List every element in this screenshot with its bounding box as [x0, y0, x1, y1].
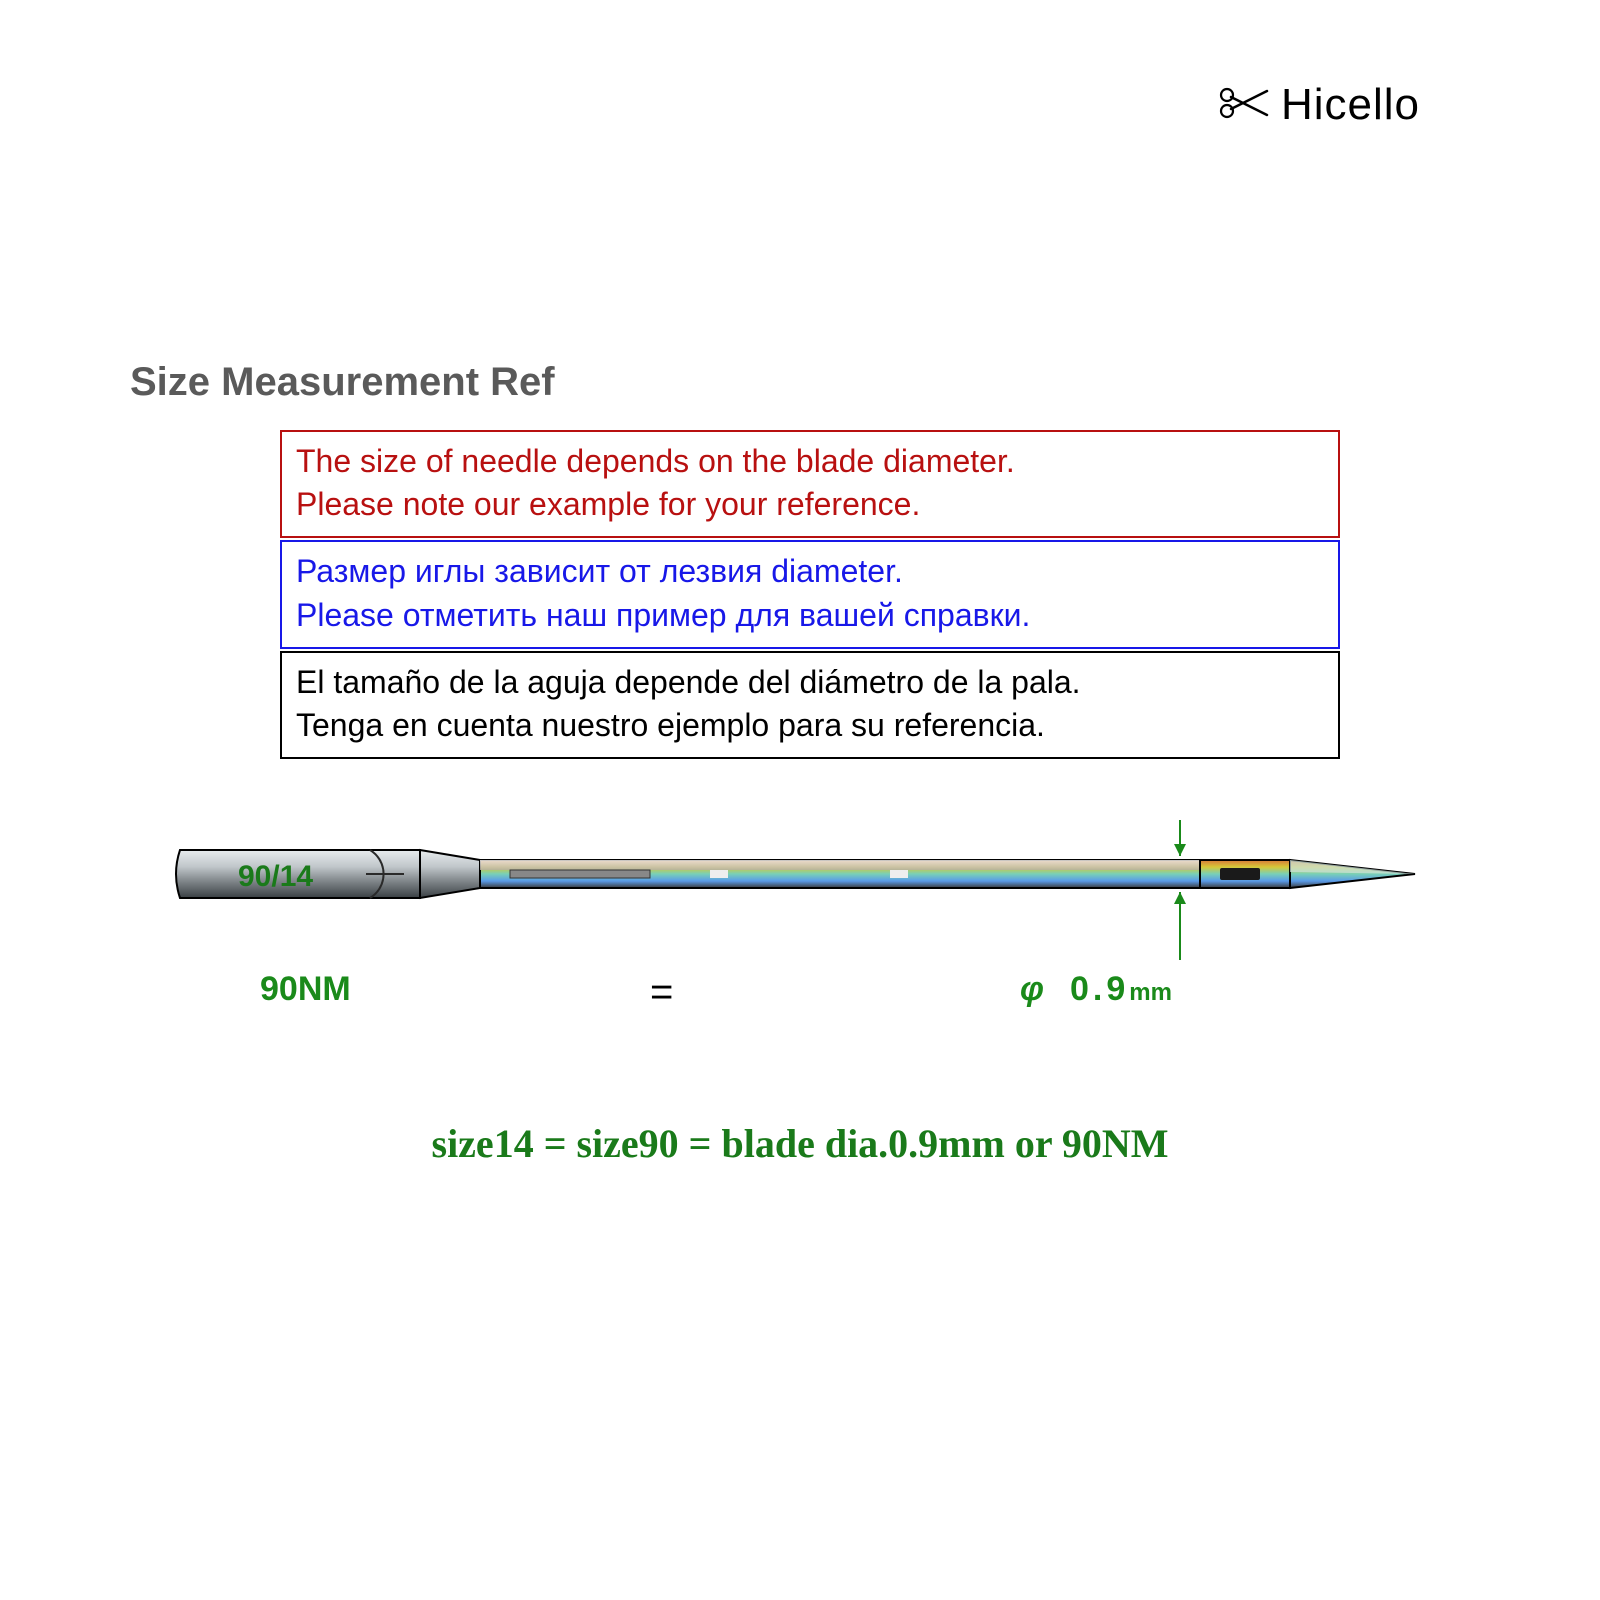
info-box-en: The size of needle depends on the blade … [280, 430, 1340, 538]
section-heading: Size Measurement Ref [130, 360, 555, 405]
needle-size-label: 90/14 [238, 860, 313, 894]
size-equation: size14 = size90 = blade dia.0.9mm or 90N… [0, 1120, 1600, 1167]
needle-diagram: 90/14 [170, 820, 1430, 960]
info-line: Tenga en cuenta nuestro ejemplo para su … [296, 704, 1324, 747]
info-box-ru: Размер иглы зависит от лезвия diameter. … [280, 540, 1340, 648]
info-box-es: El tamaño de la aguja depende del diámet… [280, 651, 1340, 759]
equals-sign: = [650, 970, 673, 1015]
brand-logo: Hicello [1219, 80, 1420, 130]
scissors-icon [1219, 83, 1269, 128]
info-boxes: The size of needle depends on the blade … [280, 430, 1340, 761]
info-line: Please note our example for your referen… [296, 483, 1324, 526]
info-line: Размер иглы зависит от лезвия diameter. [296, 550, 1324, 593]
measure-left-label: 90NM [260, 970, 351, 1009]
info-line: El tamaño de la aguja depende del diámet… [296, 661, 1324, 704]
brand-name: Hicello [1281, 80, 1420, 130]
info-line: Please отметить наш пример для вашей спр… [296, 594, 1324, 637]
measure-value: 0.9mm [1070, 970, 1172, 1009]
phi-symbol: φ [1020, 970, 1044, 1009]
info-line: The size of needle depends on the blade … [296, 440, 1324, 483]
